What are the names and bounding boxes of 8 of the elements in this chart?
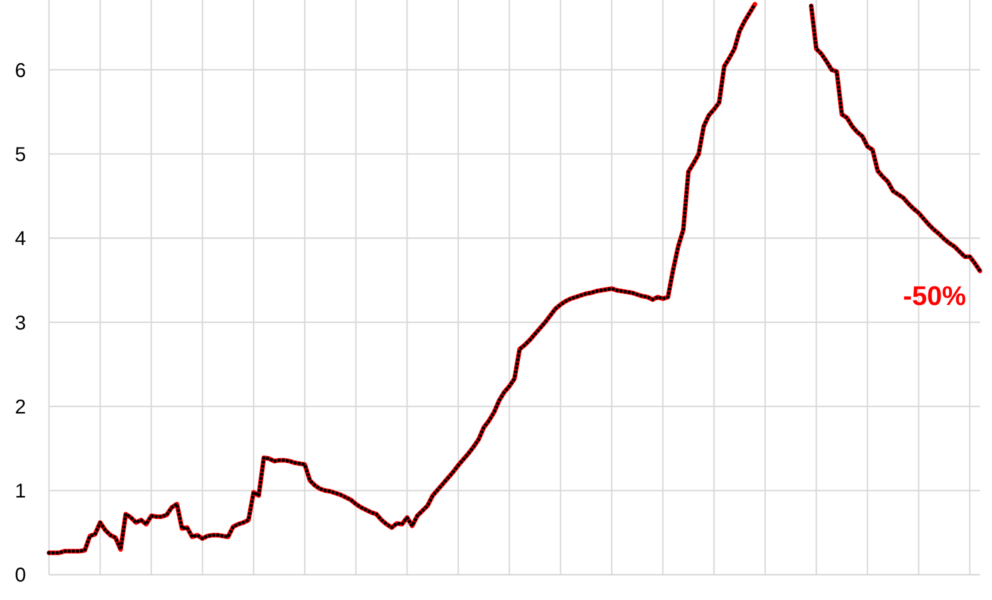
y-tick-label: 5 — [14, 144, 26, 166]
y-tick-label: 6 — [14, 60, 26, 82]
y-tick-label: 2 — [14, 396, 26, 418]
y-tick-label: 1 — [14, 480, 26, 503]
y-tick-label: 3 — [14, 312, 26, 334]
annotation: -50% — [902, 280, 966, 311]
y-tick-label: 0 — [14, 564, 26, 587]
y-tick-label: 4 — [14, 228, 26, 250]
